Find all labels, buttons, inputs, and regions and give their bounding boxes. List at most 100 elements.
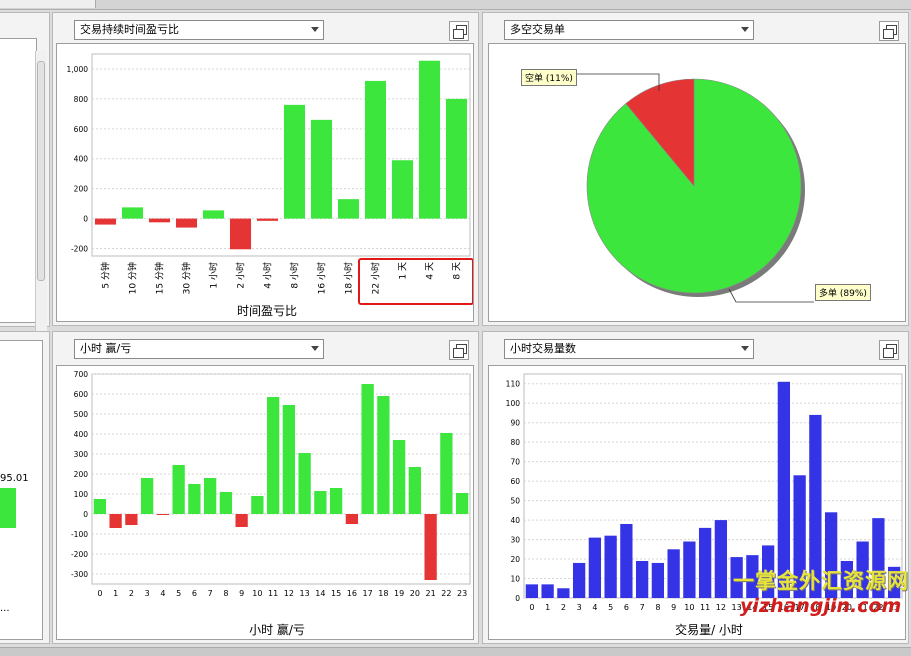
bar [761, 545, 775, 598]
x-tick-label: 23 [457, 589, 467, 598]
bar [219, 492, 233, 514]
hourly-count-chart-area: 0 10 20 30 40 50 60 70 80 90 100 110 0 1 2 3 4 5 6 7 8 9 10 11 1… [488, 365, 906, 640]
x-tick-label: 4 [592, 603, 597, 612]
bar [588, 537, 602, 598]
bar [203, 478, 217, 514]
y-tick-label: 70 [510, 458, 520, 467]
x-tick-label: 10 [684, 603, 694, 612]
bar [235, 514, 248, 527]
x-tick-label: 22 小时 [370, 262, 382, 294]
partial-ellipsis: ... [0, 603, 10, 614]
x-tick-label: 15 [331, 589, 341, 598]
x-tick-label: 18 [810, 603, 820, 612]
x-tick-label: 22 [441, 589, 451, 598]
x-tick-label: 15 分钟 [154, 262, 166, 294]
x-tick-label: 0 [529, 603, 534, 612]
bar [620, 523, 633, 598]
bar [298, 453, 311, 514]
y-tick-label: 10 [510, 575, 520, 584]
hourly-count-chart-select[interactable]: 小时交易量数 [504, 339, 754, 359]
hourly-pl-chart-select[interactable]: 小时 赢/亏 [74, 339, 324, 359]
chevron-down-icon [311, 346, 319, 351]
bar [635, 560, 649, 598]
y-tick-label: 0 [83, 510, 88, 519]
x-tick-label: 1 小时 [208, 262, 220, 289]
tab-stub[interactable] [0, 0, 96, 8]
x-tick-label: 8 小时 [289, 262, 301, 289]
maximize-button[interactable] [449, 340, 469, 360]
bar [282, 405, 296, 514]
x-tick-label: 13 [732, 603, 742, 612]
x-tick-label: 16 [779, 603, 789, 612]
longshort-chart-select[interactable]: 多空交易单 [504, 20, 754, 40]
x-tick-label: 22 [873, 603, 883, 612]
y-tick-label: 110 [506, 380, 521, 389]
x-tick-label: 10 [252, 589, 262, 598]
bar [256, 218, 279, 221]
bar [345, 514, 359, 524]
bar [188, 484, 201, 514]
x-tick-label: 14 [315, 589, 325, 598]
y-tick-label: 200 [74, 185, 89, 194]
x-tick-label: 20 [842, 603, 852, 612]
longshort-pie-chart [572, 73, 814, 303]
x-tick-label: 7 [208, 589, 213, 598]
leader-line [572, 73, 660, 91]
bar [445, 98, 468, 219]
bar [172, 465, 185, 514]
duration-chart-select[interactable]: 交易持续时间盈亏比 [74, 20, 324, 40]
bar [408, 467, 422, 514]
longshort-chart-area: 空单 (11%) 多单 (89%) [488, 43, 906, 322]
vertical-scrollbar[interactable] [35, 51, 47, 334]
y-tick-label: 1,000 [67, 65, 89, 74]
x-tick-label: 17 [363, 589, 373, 598]
x-tick-label: 19 [826, 603, 836, 612]
longshort-select-value: 多空交易单 [510, 23, 565, 36]
x-tick-label: 6 [192, 589, 197, 598]
maximize-button[interactable] [449, 21, 469, 41]
x-tick-label: 13 [300, 589, 310, 598]
maximize-button[interactable] [879, 21, 899, 41]
x-tick-label: 17 [795, 603, 805, 612]
leader-line [728, 288, 814, 303]
bar [667, 549, 680, 598]
bar [310, 119, 333, 219]
y-tick-label: 80 [510, 438, 520, 447]
bar [377, 396, 390, 514]
y-tick-label: 500 [74, 410, 89, 419]
y-tick-label: 0 [515, 594, 520, 603]
x-tick-label: 8 天 [453, 262, 463, 280]
bar [229, 218, 252, 250]
bar [557, 588, 570, 598]
bar [525, 584, 539, 598]
bar [746, 555, 759, 598]
bar [337, 199, 360, 219]
watermark-text: 一掌金外汇资源网 [733, 569, 909, 593]
maximize-button[interactable] [879, 340, 899, 360]
hourly-pl-select-value: 小时 赢/亏 [80, 342, 132, 355]
x-tick-label: 15 [763, 603, 773, 612]
pie-label-short: 空单 (11%) [521, 69, 577, 86]
hourly-count-panel: 小时交易量数 0 10 20 30 40 50 60 70 80 90 100 110 0 1 2 3 4 5 6 7… [482, 331, 909, 644]
partial-value-label: 95.01 [0, 473, 29, 484]
chevron-down-icon [741, 27, 749, 32]
bar [418, 60, 441, 219]
y-tick-label: 200 [74, 470, 89, 479]
bar [125, 514, 138, 525]
scrollbar-thumb[interactable] [37, 61, 45, 281]
x-tick-label: 1 [113, 589, 118, 598]
x-tick-label: 4 小时 [262, 262, 274, 289]
x-tick-label: 12 [284, 589, 294, 598]
y-tick-label: 30 [510, 536, 520, 545]
bar [94, 218, 117, 225]
hourly-pl-x-axis-label: 小时 赢/亏 [249, 623, 305, 637]
x-tick-label: 4 [160, 589, 165, 598]
left-panel-top-plot [0, 38, 37, 323]
y-tick-label: 50 [510, 497, 520, 506]
bar [202, 210, 225, 219]
bar [714, 520, 728, 598]
y-tick-label: -200 [71, 245, 88, 254]
y-tick-label: -100 [71, 530, 88, 539]
y-tick-label: 800 [74, 95, 89, 104]
